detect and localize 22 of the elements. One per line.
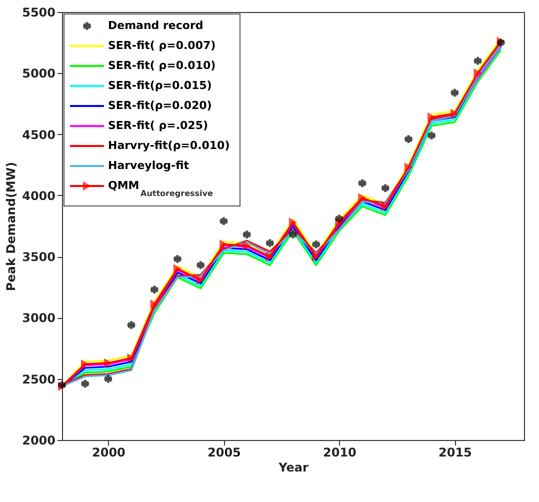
y-tick-label: 3500 <box>22 250 56 264</box>
y-tick-label: 3000 <box>22 311 56 326</box>
x-tick-label: 2000 <box>92 446 126 460</box>
x-tick-label: 2015 <box>438 446 472 460</box>
y-axis-title: Peak Demand(MW) <box>4 162 18 292</box>
y-tick-label: 5000 <box>22 66 56 81</box>
legend-label: SER-fit( ρ=.025) <box>108 119 208 132</box>
legend-label: SER-fit(ρ=0.020) <box>108 99 212 112</box>
x-tick-label: 2010 <box>322 446 356 460</box>
x-axis-title: Year <box>278 460 308 474</box>
y-tick-label: 2500 <box>22 372 56 386</box>
x-tick-label: 2005 <box>207 446 241 460</box>
y-tick-label: 2000 <box>22 434 56 448</box>
y-tick-label: 4000 <box>22 188 56 203</box>
legend-label: Harveylog-fit <box>108 159 190 172</box>
legend-label: Demand record <box>108 19 204 32</box>
y-tick-label: 4500 <box>22 128 56 142</box>
legend-label: SER-fit(ρ=0.015) <box>108 79 212 92</box>
y-tick-label: 5500 <box>22 6 56 20</box>
legend-label: SER-fit( ρ=0.007) <box>108 39 216 52</box>
legend-label: SER-fit( ρ=0.010) <box>108 59 216 72</box>
legend-label: Harvry-fit(ρ=0.010) <box>108 139 230 152</box>
